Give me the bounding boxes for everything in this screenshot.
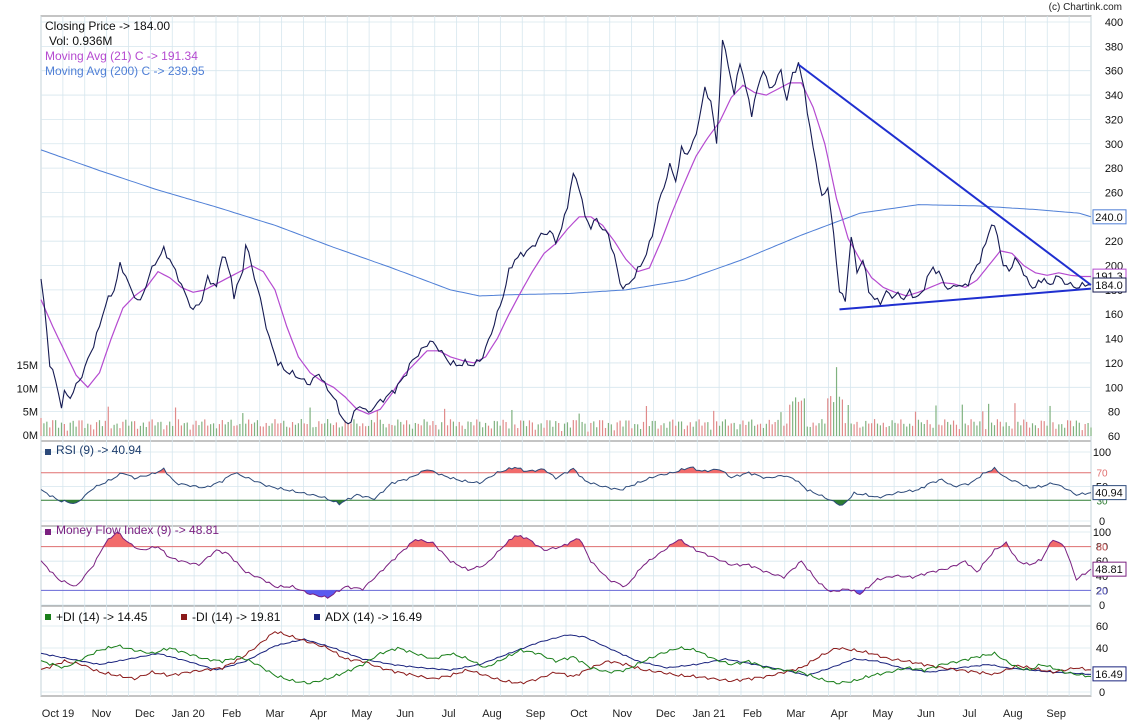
price-y-tick: 100: [1105, 382, 1123, 394]
dmi-y-tick: 40: [1096, 643, 1108, 655]
rsi-value-tag: 40.94: [1095, 488, 1123, 500]
dmi-y-tick: 60: [1096, 621, 1108, 633]
x-tick-label: Aug: [482, 708, 502, 720]
value-tag-box: [1092, 209, 1127, 225]
price-y-tick: 400: [1105, 17, 1123, 29]
x-tick-label: Mar: [786, 708, 805, 720]
mfi-level-label: 80: [1096, 543, 1108, 554]
mfi-legend-swatch: [45, 529, 51, 535]
rsi-level-label: 70: [1096, 469, 1108, 480]
watermark: (c) Chartink.com: [1049, 2, 1122, 13]
price-y-tick: 220: [1105, 236, 1123, 248]
value-tag: 240.0: [1095, 212, 1123, 224]
volume-y-tick: 5M: [23, 407, 38, 419]
mfi-y-tick: 20: [1096, 585, 1108, 597]
value-tag: 184.0: [1095, 280, 1123, 292]
mfi-value-tag-box: [1092, 561, 1127, 577]
price-y-tick: 80: [1108, 407, 1120, 419]
value-tag-box: [1092, 277, 1127, 293]
price-y-tick: 140: [1105, 334, 1123, 346]
rsi-value-tag-box: [1092, 485, 1127, 501]
x-tick-label: May: [351, 708, 372, 720]
plus-di-line: [40, 644, 1092, 685]
x-tick-label: Aug: [1003, 708, 1023, 720]
price-y-tick: 380: [1105, 41, 1123, 53]
price-legend-item: Moving Avg (21) C -> 191.34: [45, 49, 198, 63]
x-tick-label: Apr: [310, 708, 327, 720]
price-y-tick: 60: [1108, 431, 1120, 443]
rsi-legend: RSI (9) -> 40.94: [56, 443, 142, 457]
price-y-tick: 120: [1105, 358, 1123, 370]
x-tick-label: Oct: [570, 708, 587, 720]
grid: [40, 15, 1092, 697]
x-tick-label: Nov: [92, 708, 112, 720]
price-y-tick: 160: [1105, 309, 1123, 321]
x-tick-label: Jan 20: [172, 708, 205, 720]
ma21-line: [40, 82, 1091, 415]
x-tick-label: Jul: [962, 708, 976, 720]
rsi-level-label: 30: [1096, 496, 1108, 507]
trendline-lower: [839, 287, 1092, 311]
dmi-value-tag-box: [1092, 666, 1127, 682]
mfi-y-tick: 0: [1099, 600, 1105, 612]
x-tick-label: Feb: [743, 708, 762, 720]
adx-line: [40, 634, 1092, 677]
x-tick-label: May: [872, 708, 893, 720]
price-y-tick: 340: [1105, 90, 1123, 102]
price-legend-item: Vol: 0.936M: [49, 34, 112, 48]
x-tick-label: Sep: [1046, 708, 1066, 720]
volume-y-tick: 0M: [23, 430, 38, 442]
dmi-legend-item: ADX (14) -> 16.49: [325, 610, 422, 624]
rsi-y-tick: 0: [1099, 516, 1105, 528]
x-tick-label: Oct 19: [42, 708, 74, 720]
x-tick-label: Dec: [656, 708, 676, 720]
x-tick-label: Jul: [442, 708, 456, 720]
series-lines: [40, 39, 1092, 685]
x-tick-label: Jun: [917, 708, 935, 720]
minus-di-line: [40, 631, 1092, 685]
mfi-legend: Money Flow Index (9) -> 48.81: [56, 523, 219, 537]
dmi-legend-swatch: [45, 614, 51, 620]
price-y-tick: 300: [1105, 139, 1123, 151]
x-tick-label: Jan 21: [692, 708, 725, 720]
mfi-y-tick: 100: [1093, 527, 1111, 539]
price-y-tick: 260: [1105, 187, 1123, 199]
close-line: [40, 39, 1092, 425]
price-legend-item: Closing Price -> 184.00: [45, 19, 170, 33]
rsi-legend-swatch: [45, 449, 51, 455]
mfi-level-label: 20: [1096, 586, 1108, 597]
price-legend-item: Moving Avg (200) C -> 239.95: [45, 64, 205, 78]
trendline-upper: [797, 63, 1092, 286]
rsi-line: [40, 466, 1092, 506]
x-tick-label: Apr: [831, 708, 848, 720]
mfi-value-tag: 48.81: [1095, 564, 1123, 576]
x-tick-label: Nov: [612, 708, 632, 720]
price-y-tick: 280: [1105, 163, 1123, 175]
volume-bars: [40, 367, 1092, 436]
x-tick-label: Sep: [526, 708, 546, 720]
volume-y-tick: 10M: [17, 383, 38, 395]
ma200-line: [40, 149, 1092, 297]
price-y-tick: 360: [1105, 66, 1123, 78]
mfi-line: [40, 531, 1092, 599]
axes: Oct 19 Nov Dec Jan 20 Feb Mar Apr May Jun Jul Aug S…: [17, 17, 1127, 720]
dmi-legend-item: -DI (14) -> 19.81: [192, 610, 281, 624]
dmi-legend-item: +DI (14) -> 14.45: [56, 610, 148, 624]
dmi-legend-swatch: [181, 614, 187, 620]
x-tick-label: Dec: [135, 708, 155, 720]
volume-y-tick: 15M: [17, 360, 38, 372]
dmi-y-tick: 0: [1099, 687, 1105, 699]
mfi-y-tick: 80: [1096, 542, 1108, 554]
x-tick-label: Mar: [266, 708, 285, 720]
rsi-y-tick: 100: [1093, 447, 1111, 459]
dmi-value-tag: 16.49: [1095, 669, 1123, 681]
dmi-legend-swatch: [314, 614, 320, 620]
x-tick-label: Feb: [222, 708, 241, 720]
price-y-tick: 320: [1105, 114, 1123, 126]
x-tick-label: Jun: [396, 708, 414, 720]
